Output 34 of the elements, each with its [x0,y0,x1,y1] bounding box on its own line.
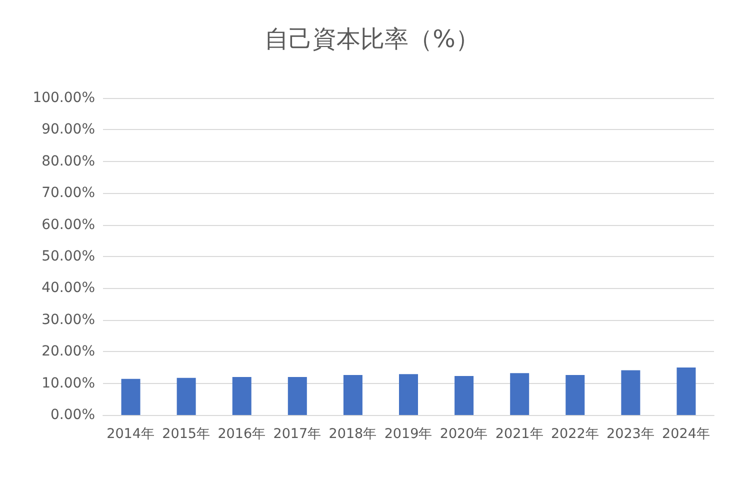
x-tick-label: 2021年 [495,426,544,442]
chart-title: 自己資本比率（%） [264,25,480,53]
x-tick-label: 2023年 [606,426,655,442]
y-tick-label: 10.00% [42,375,95,392]
x-tick-label: 2022年 [550,426,600,442]
y-tick-label: 60.00% [42,216,95,233]
x-tick-label: 2018年 [328,426,378,442]
bar [288,376,307,415]
bar [621,370,640,415]
bar [176,378,196,415]
x-tick-label: 2020年 [440,426,488,442]
x-tick-label: 2017年 [273,426,322,442]
y-tick-label: 100.00% [32,90,95,106]
bar [232,376,252,415]
bar [399,374,418,415]
bar [676,367,696,415]
y-tick-label: 30.00% [42,312,95,328]
y-tick-label: 20.00% [42,344,95,360]
y-tick-label: 90.00% [42,122,95,138]
x-tick-label: 2024年 [662,426,710,442]
bar [510,373,530,415]
bar [121,378,140,415]
y-tick-label: 0.00% [50,407,95,423]
y-tick-label: 40.00% [42,280,95,296]
y-tick-label: 80.00% [42,153,95,170]
x-tick-label: 2015年 [162,426,210,442]
bar [454,376,474,415]
x-tick-label: 2014年 [106,426,155,442]
x-tick-label: 2016年 [218,426,266,442]
bar [566,375,585,415]
bar [343,375,362,415]
y-tick-label: 50.00% [42,248,95,264]
x-tick-label: 2019年 [384,426,433,442]
y-tick-label: 70.00% [42,185,95,202]
